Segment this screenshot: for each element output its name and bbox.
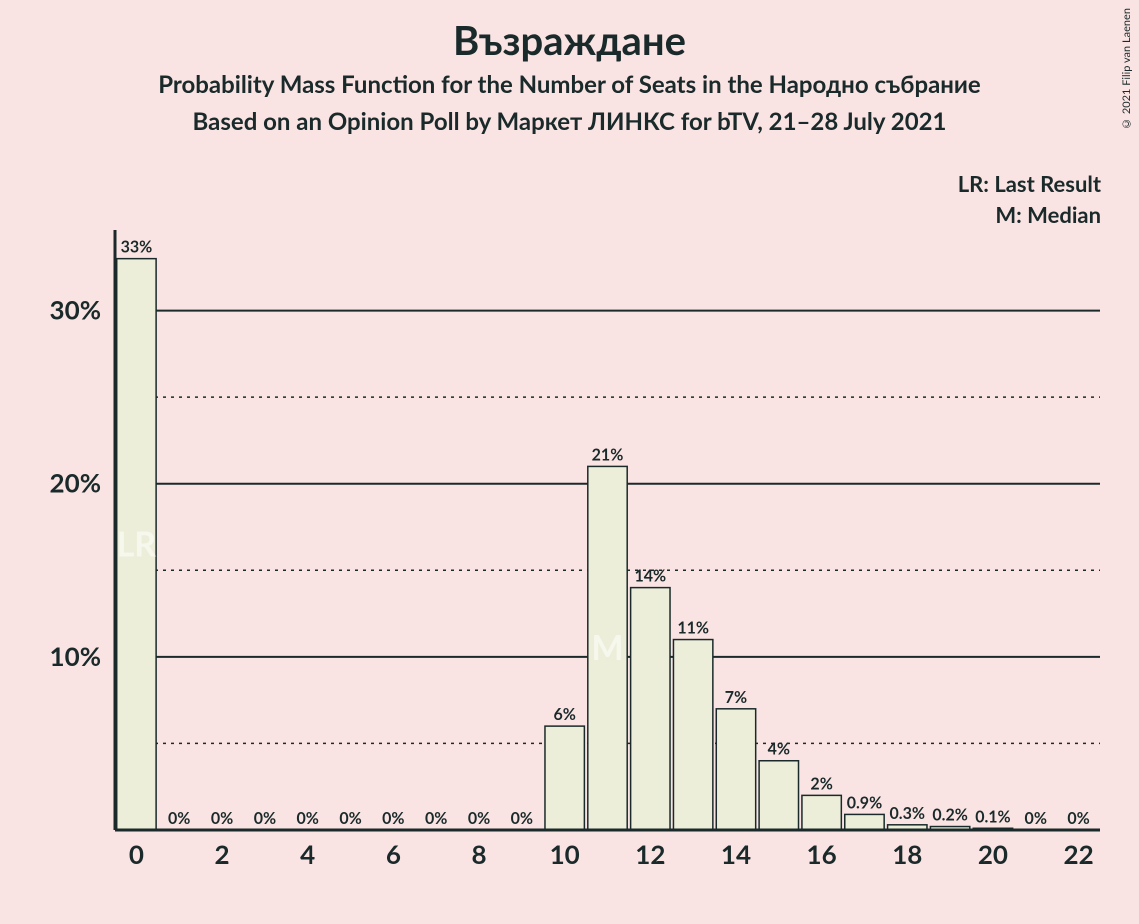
watermark-lr: LR — [117, 523, 157, 564]
x-axis-label: 0 — [129, 838, 144, 870]
watermark-median: M — [591, 627, 623, 668]
y-axis-label: 10% — [50, 640, 101, 672]
y-axis-label: 20% — [50, 467, 101, 499]
bar-value-label: 11% — [677, 619, 709, 638]
x-axis-label: 20 — [978, 838, 1008, 870]
bar — [631, 588, 670, 830]
x-axis-label: 12 — [635, 838, 665, 870]
bar-value-label: 4% — [768, 740, 790, 759]
bar-value-label: 0% — [511, 809, 533, 828]
bar — [845, 814, 884, 830]
bar-value-label: 0% — [297, 809, 319, 828]
x-axis-label: 18 — [892, 838, 922, 870]
bar-value-label: 0% — [254, 809, 276, 828]
bar-value-label: 0% — [339, 809, 361, 828]
x-axis-label: 4 — [300, 838, 315, 870]
x-axis-label: 10 — [550, 838, 580, 870]
x-axis-label: 8 — [471, 838, 486, 870]
bar-value-label: 14% — [634, 567, 666, 586]
bar-value-label: 0% — [468, 809, 490, 828]
x-axis-label: 16 — [807, 838, 837, 870]
bar-value-label: 0.9% — [847, 793, 882, 812]
bar-value-label: 33% — [121, 238, 153, 257]
bar-value-label: 0% — [1067, 809, 1089, 828]
bar-value-label: 0.3% — [890, 804, 925, 823]
y-axis-label: 30% — [50, 294, 101, 326]
bar-value-label: 0% — [1025, 809, 1047, 828]
bar — [759, 761, 798, 830]
x-axis-label: 14 — [721, 838, 751, 870]
bar — [673, 640, 712, 830]
bar-value-label: 0% — [211, 809, 233, 828]
bar-value-label: 7% — [725, 688, 747, 707]
bar-value-label: 21% — [592, 445, 624, 464]
bar-value-label: 0% — [425, 809, 447, 828]
bar-value-label: 6% — [553, 705, 575, 724]
bar-value-label: 0% — [168, 809, 190, 828]
pmf-bar-chart: 10%20%30%33%LR0%0%0%0%0%0%0%0%0%6%21%M14… — [0, 0, 1139, 924]
bar — [802, 795, 841, 830]
bar-value-label: 2% — [810, 774, 832, 793]
bar — [716, 709, 755, 830]
x-axis-label: 22 — [1064, 838, 1094, 870]
bar-value-label: 0% — [382, 809, 404, 828]
bar — [545, 726, 584, 830]
bar-value-label: 0.1% — [975, 807, 1010, 826]
x-axis-label: 6 — [386, 838, 401, 870]
x-axis-label: 2 — [215, 838, 230, 870]
bar-value-label: 0.2% — [932, 806, 967, 825]
